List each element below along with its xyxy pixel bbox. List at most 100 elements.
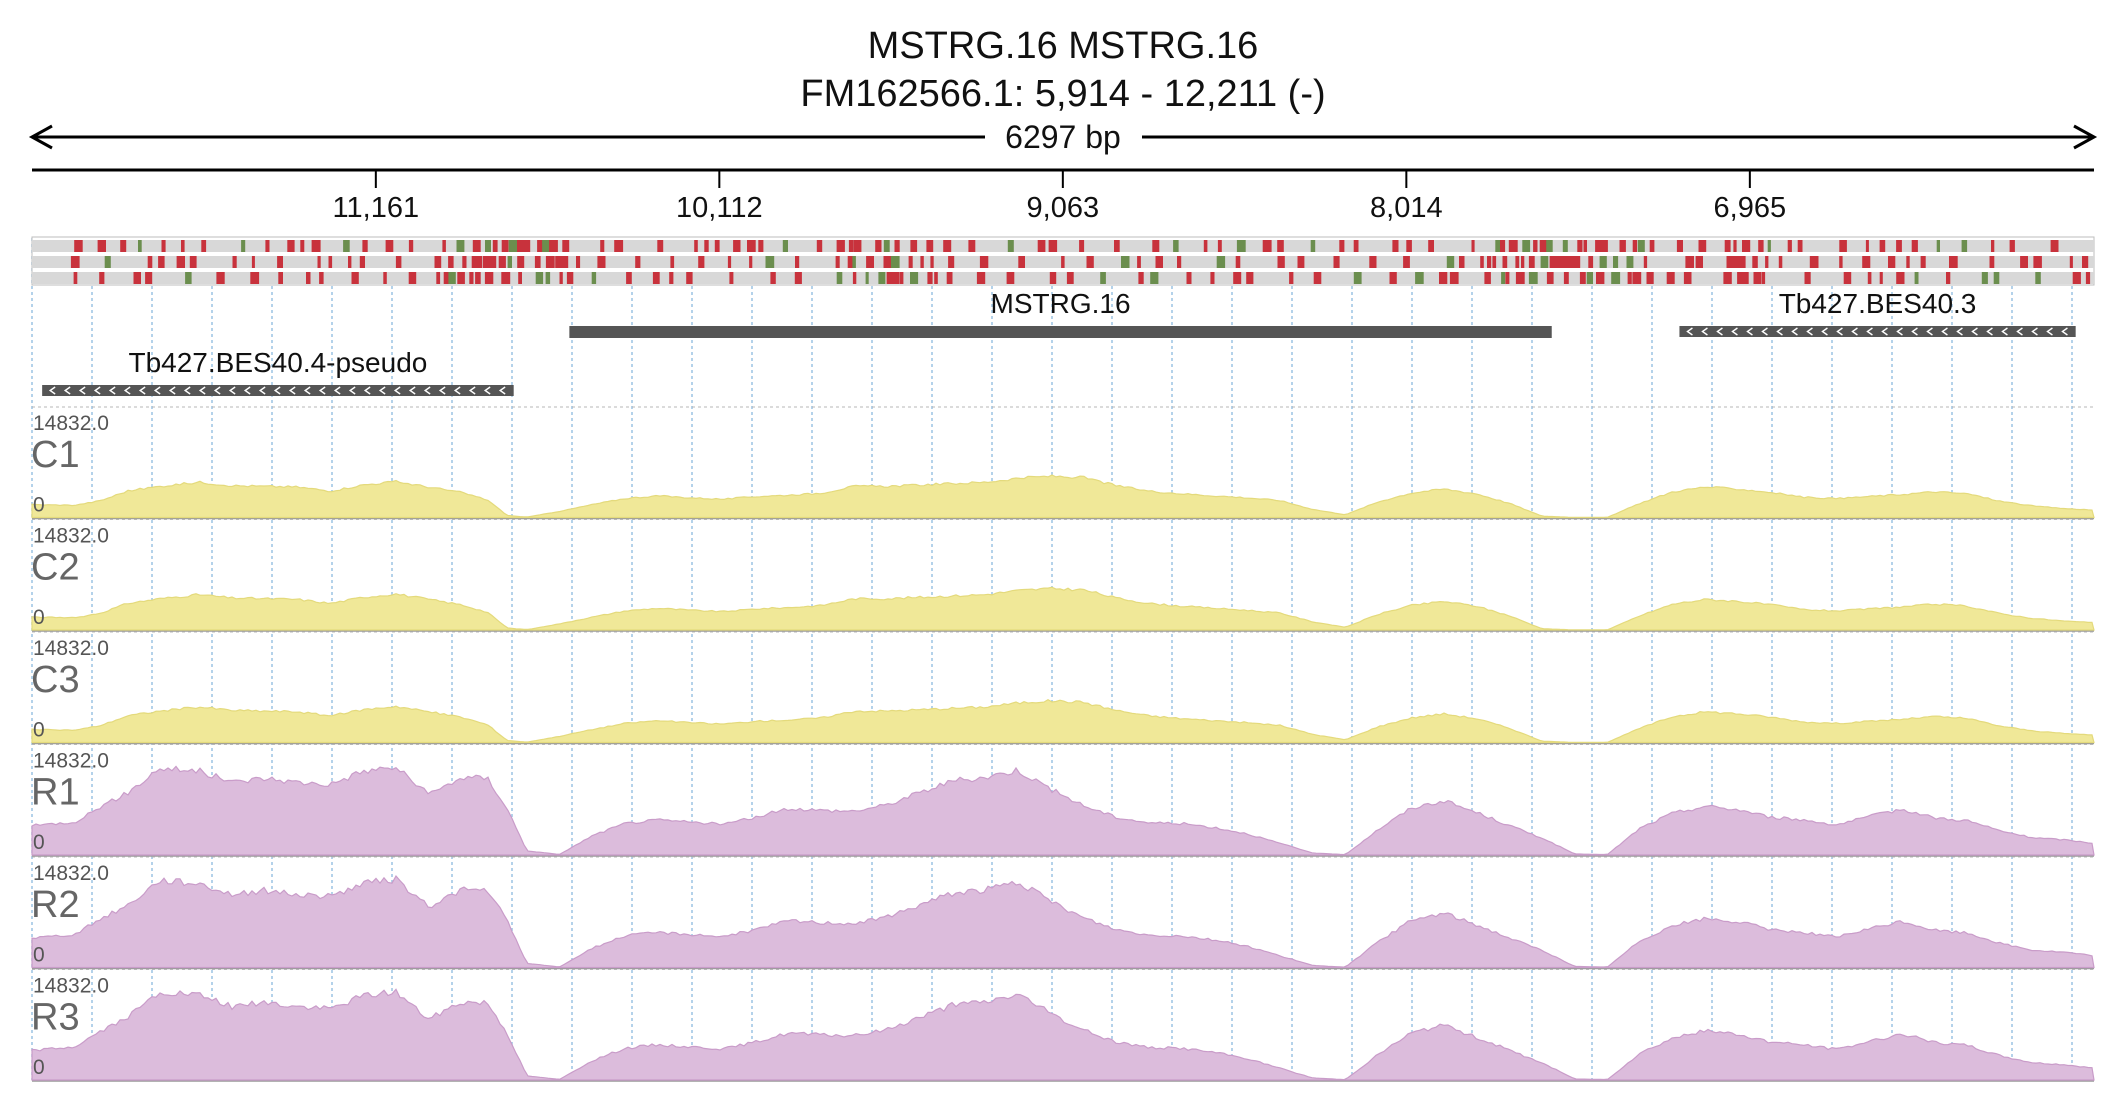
track-ymax-label: 14832.0 (33, 412, 109, 435)
snp-marker (74, 240, 83, 252)
strand-arrow (258, 386, 266, 395)
track-ymin-label: 0 (33, 831, 45, 854)
snp-marker (1528, 272, 1538, 284)
snp-marker (498, 256, 506, 268)
strand-arrow (423, 386, 431, 395)
snp-marker (501, 240, 509, 252)
snp-marker (1406, 240, 1412, 252)
snp-marker (1993, 272, 2000, 284)
strand-arrow (393, 386, 401, 395)
snp-marker (73, 272, 78, 284)
track-ymin-label: 0 (33, 606, 45, 629)
snp-marker (1896, 240, 1902, 252)
snp-marker (408, 240, 414, 252)
snp-marker (948, 256, 955, 268)
snp-marker (1121, 256, 1130, 268)
snp-marker (1839, 256, 1843, 268)
snp-marker (535, 272, 544, 284)
snp-marker (1920, 256, 1926, 268)
snp-marker (749, 256, 753, 268)
snp-marker (1596, 272, 1605, 284)
snp-marker (1313, 272, 1322, 284)
snp-marker (545, 272, 551, 284)
snp-marker (758, 240, 764, 252)
x-axis-tick-label: 9,063 (1027, 192, 1100, 224)
snp-marker (1449, 272, 1459, 284)
snp-marker (635, 256, 641, 268)
snp-marker (1262, 240, 1272, 252)
snp-marker (1619, 240, 1626, 252)
snp-marker (1150, 272, 1159, 284)
snp-marker (501, 272, 511, 284)
snp-marker (1079, 240, 1085, 252)
coverage-area-r3 (31, 988, 2095, 1081)
snp-marker (1217, 240, 1222, 252)
snp-marker (836, 240, 845, 252)
snp-marker (2072, 272, 2081, 284)
snp-marker (1389, 272, 1397, 284)
snp-marker (943, 240, 952, 252)
snp-marker (1586, 272, 1593, 284)
snp-marker (1480, 256, 1484, 268)
snp-marker (1007, 240, 1014, 252)
strand-arrow (1791, 327, 1798, 336)
strand-arrow (438, 386, 446, 395)
snp-marker (1439, 272, 1448, 284)
strand-arrow (498, 386, 506, 395)
snp-marker (1733, 240, 1737, 252)
snp-marker (1732, 256, 1741, 268)
snp-marker (1289, 272, 1294, 284)
snp-marker (1778, 256, 1783, 268)
snp-marker (1177, 256, 1182, 268)
snp-marker (1879, 240, 1886, 252)
snp-marker (250, 272, 260, 284)
track-ymax-label: 14832.0 (33, 750, 109, 773)
snp-marker (317, 256, 321, 268)
gene-feature-bar[interactable] (1679, 326, 2076, 337)
gene-feature-bar[interactable] (569, 326, 1552, 338)
snp-marker (1540, 256, 1549, 268)
snp-marker (1539, 240, 1547, 252)
snp-marker (853, 240, 862, 252)
snp-marker (1742, 272, 1749, 284)
snp-marker (442, 240, 446, 252)
snp-marker (1501, 272, 1506, 284)
snp-marker (883, 256, 893, 268)
snp-marker (348, 256, 352, 268)
snp-marker (1066, 272, 1074, 284)
snp-marker (847, 256, 853, 268)
strand-arrow (318, 386, 326, 395)
snp-marker (1981, 272, 1988, 284)
x-axis-ticks: 11,161 10,112 9,063 8,014 6,965 (333, 170, 1786, 224)
snp-marker (1086, 256, 1094, 268)
snp-marker (436, 272, 441, 284)
gene-label: Tb427.BES40.4-pseudo (128, 347, 427, 378)
strand-arrow (123, 386, 131, 395)
snp-marker (714, 240, 720, 252)
snp-marker (1549, 256, 1556, 268)
strand-arrow (453, 386, 461, 395)
snp-marker (1502, 256, 1508, 268)
coverage-area-c3 (31, 699, 2095, 744)
snp-marker (1991, 240, 1995, 252)
strand-arrow (1851, 327, 1858, 336)
snp-marker (910, 272, 919, 284)
snp-track (31, 236, 2095, 286)
snp-marker (1333, 256, 1340, 268)
snp-marker (484, 272, 494, 284)
snp-marker (1566, 256, 1574, 268)
strand-arrow (1836, 327, 1843, 336)
snp-marker (1737, 272, 1745, 284)
snp-marker (1949, 256, 1958, 268)
snp-marker (251, 256, 255, 268)
gene-feature-bar[interactable] (42, 385, 514, 396)
snp-marker (1492, 256, 1497, 268)
snp-marker (729, 272, 734, 284)
snp-marker (185, 272, 192, 284)
snp-marker (1761, 272, 1766, 284)
snp-marker (890, 256, 900, 268)
snp-marker (383, 272, 387, 284)
snp-marker (1533, 240, 1538, 252)
snp-marker (1515, 272, 1525, 284)
snp-marker (770, 272, 776, 284)
